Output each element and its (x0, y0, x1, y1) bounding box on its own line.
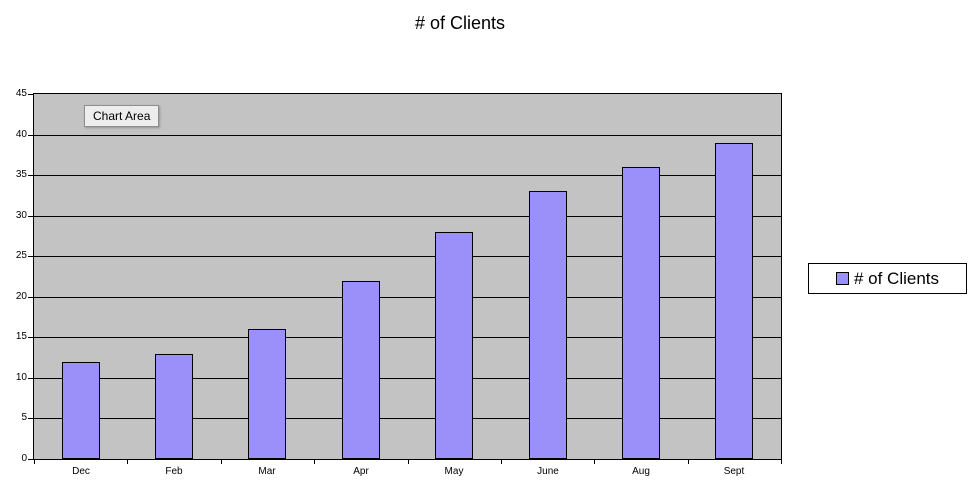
x-axis-category-label: Dec (72, 466, 90, 477)
x-axis-tick-mark (688, 460, 689, 464)
y-axis-tick-mark (28, 378, 33, 379)
bar-sept[interactable] (715, 143, 753, 459)
x-axis-tick-mark (34, 460, 35, 464)
gridline (34, 378, 781, 379)
bar-mar[interactable] (248, 329, 286, 459)
legend[interactable]: # of Clients (808, 263, 967, 294)
y-axis-tick-label: 30 (15, 210, 27, 221)
y-axis-tick-mark (28, 135, 33, 136)
gridline (34, 216, 781, 217)
y-axis-tick-mark (28, 175, 33, 176)
x-axis-tick-mark (408, 460, 409, 464)
x-axis-tick-mark (221, 460, 222, 464)
gridline (34, 418, 781, 419)
y-axis-tick-mark (28, 256, 33, 257)
x-axis-tick-mark (781, 460, 782, 464)
y-axis-tick-label: 45 (15, 88, 27, 99)
x-axis-tick-mark (501, 460, 502, 464)
x-axis-category-label: Feb (165, 466, 183, 477)
y-axis-tick-mark (28, 216, 33, 217)
gridline (34, 175, 781, 176)
x-axis-tick-mark (314, 460, 315, 464)
y-axis-tick-label: 10 (15, 372, 27, 383)
y-axis-tick-label: 5 (21, 412, 27, 423)
x-axis-category-label: Sept (723, 466, 745, 477)
x-axis-tick-mark (594, 460, 595, 464)
plot-area[interactable] (33, 93, 782, 460)
bar-aug[interactable] (622, 167, 660, 459)
y-axis-tick-label: 40 (15, 129, 27, 140)
bar-feb[interactable] (155, 354, 193, 459)
x-axis-category-label: Mar (258, 466, 276, 477)
legend-series-label: # of Clients (853, 268, 940, 288)
x-axis-tick-mark (127, 460, 128, 464)
gridline (34, 337, 781, 338)
y-axis-tick-label: 0 (21, 453, 27, 464)
y-axis-tick-mark (28, 418, 33, 419)
y-axis-tick-mark (28, 297, 33, 298)
x-axis-category-label: Aug (632, 466, 650, 477)
y-axis-tick-label: 35 (15, 169, 27, 180)
y-axis-tick-mark (28, 337, 33, 338)
gridline (34, 135, 781, 136)
legend-marker-icon (835, 272, 849, 285)
y-axis-tick-mark (28, 94, 33, 95)
x-axis-category-label: Apr (353, 466, 369, 477)
bar-june[interactable] (529, 191, 567, 459)
y-axis-tick-mark (28, 459, 33, 460)
gridline (34, 256, 781, 257)
chart-area-tooltip: Chart Area (84, 105, 160, 127)
x-axis-category-label: June (537, 466, 559, 477)
y-axis-tick-label: 20 (15, 291, 27, 302)
bar-apr[interactable] (342, 281, 380, 459)
bar-may[interactable] (435, 232, 473, 459)
gridline (34, 297, 781, 298)
chart-title[interactable]: # of Clients (414, 13, 506, 33)
x-axis-category-label: May (444, 466, 464, 477)
y-axis-tick-label: 15 (15, 331, 27, 342)
y-axis-tick-label: 25 (15, 250, 27, 261)
bar-dec[interactable] (62, 362, 100, 459)
